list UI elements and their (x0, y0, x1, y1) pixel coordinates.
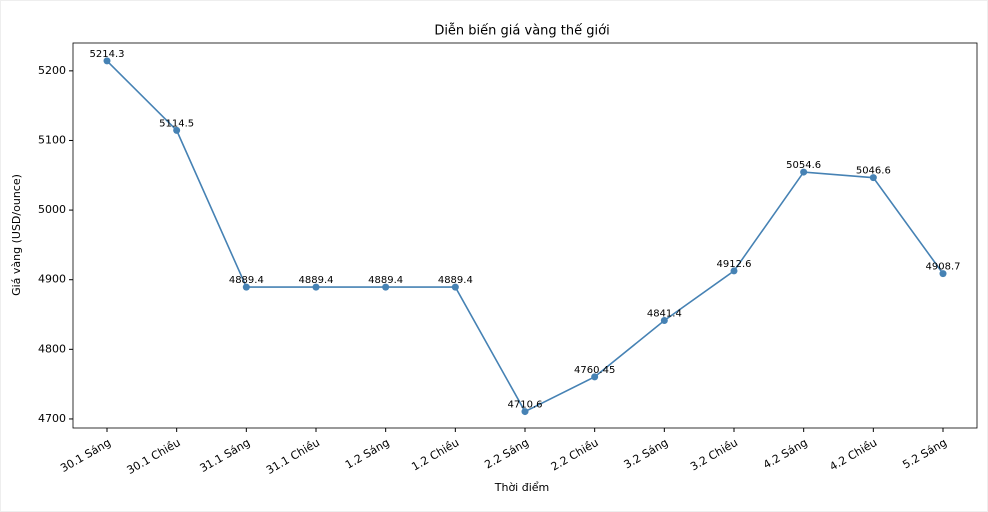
y-tick-label: 4900 (38, 273, 66, 286)
marker (451, 283, 459, 291)
value-label: 5114.5 (159, 118, 194, 129)
marker (939, 270, 947, 278)
value-label: 4710.6 (508, 400, 543, 411)
marker (242, 283, 250, 291)
marker (173, 126, 181, 134)
y-tick-label: 5100 (38, 133, 66, 146)
marker (730, 267, 738, 275)
value-label: 4908.7 (926, 262, 961, 273)
value-label: 5214.3 (90, 49, 125, 60)
value-label: 4760.45 (574, 365, 615, 376)
value-label: 4889.4 (438, 275, 473, 286)
y-tick-label: 5200 (38, 64, 66, 77)
x-axis-label: Thời điểm (494, 481, 550, 494)
value-label: 5054.6 (786, 160, 821, 171)
marker (103, 57, 111, 65)
value-label: 4889.4 (229, 275, 264, 286)
value-label: 5046.6 (856, 166, 891, 177)
marker (591, 373, 599, 381)
marker (312, 283, 320, 291)
marker (660, 317, 668, 325)
marker (382, 283, 390, 291)
y-tick-label: 5000 (38, 203, 66, 216)
y-tick-label: 4800 (38, 342, 66, 355)
chart-title: Diễn biến giá vàng thế giới (434, 24, 609, 39)
value-label: 4889.4 (299, 275, 334, 286)
y-tick-label: 4700 (38, 412, 66, 425)
marker (521, 408, 529, 416)
marker (800, 168, 808, 176)
value-label: 4912.6 (717, 259, 752, 270)
value-label: 4841.4 (647, 309, 682, 320)
y-axis-label: Giá vàng (USD/ounce) (10, 174, 23, 296)
marker (869, 174, 877, 182)
value-label: 4889.4 (368, 275, 403, 286)
